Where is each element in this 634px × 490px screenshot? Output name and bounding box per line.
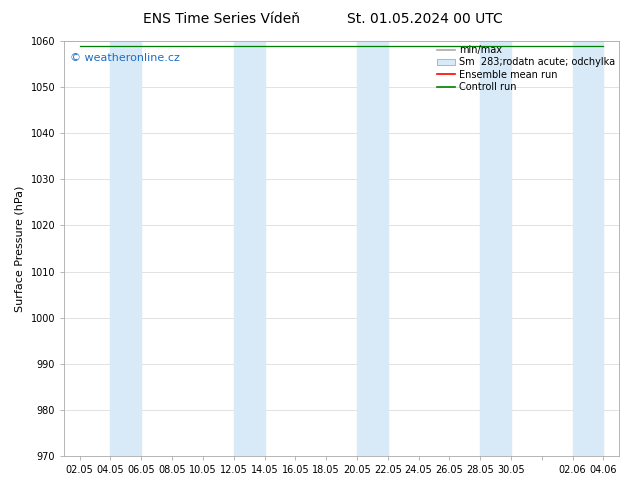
Text: ENS Time Series Vídeň: ENS Time Series Vídeň (143, 12, 301, 26)
Text: St. 01.05.2024 00 UTC: St. 01.05.2024 00 UTC (347, 12, 503, 26)
Bar (480, 41, 511, 456)
Legend: min/max, Sm  283;rodatn acute; odchylka, Ensemble mean run, Controll run: min/max, Sm 283;rodatn acute; odchylka, … (436, 43, 617, 94)
Bar (234, 41, 264, 456)
Bar (357, 41, 388, 456)
Text: © weatheronline.cz: © weatheronline.cz (70, 53, 179, 64)
Bar (110, 41, 141, 456)
Bar (573, 41, 604, 456)
Y-axis label: Surface Pressure (hPa): Surface Pressure (hPa) (15, 185, 25, 312)
